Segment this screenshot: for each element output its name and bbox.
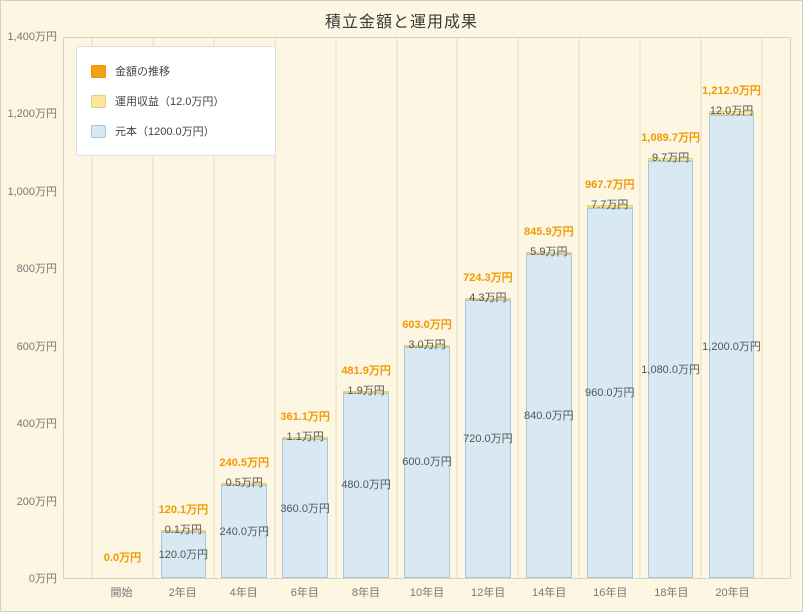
legend-item-label: 運用収益（12.0万円） <box>115 96 225 108</box>
bar-principal-segment <box>343 392 389 578</box>
gridline-vertical <box>517 38 519 578</box>
bar-return-segment <box>404 344 450 347</box>
y-tick-label: 200万円 <box>16 495 57 508</box>
x-tick-label: 16年目 <box>593 587 628 599</box>
x-tick-label: 4年目 <box>229 587 258 599</box>
x-tick-label: 20年目 <box>715 587 750 599</box>
bar-total-label: 845.9万円 <box>524 225 574 238</box>
bar-return-label: 12.0万円 <box>709 104 754 117</box>
x-axis: 開始 2年目 4年目 6年目 8年目 10年目 12年目 14年目 16年目 18年目 20年目 <box>91 584 763 600</box>
bar-principal-label: 360.0万円 <box>280 502 330 515</box>
y-tick-label: 1,400万円 <box>7 31 57 43</box>
bar-return-label: 4.3万円 <box>469 292 507 305</box>
bar-principal-label: 120.0万円 <box>158 548 209 561</box>
bar-return-segment <box>282 437 328 440</box>
plot-inner: 0.0万円 120.1万円 0.1万円 120.0万円 240.5万円 0.5万円 240.… <box>91 38 763 578</box>
bar-total-label: 724.3万円 <box>463 272 513 285</box>
bar-return-label: 9.7万円 <box>651 151 690 164</box>
chart-title: 積立金額と運用成果 <box>324 14 478 31</box>
plot-area: 0.0万円 120.1万円 0.1万円 120.0万円 240.5万円 0.5万円 240.… <box>63 37 791 579</box>
bar-total-label: 967.7万円 <box>584 178 635 191</box>
bar-return-segment <box>647 157 694 162</box>
bar-principal-segment <box>221 485 268 578</box>
bar-principal-label: 1,200.0万円 <box>702 340 761 353</box>
gridline-vertical <box>213 38 215 578</box>
y-axis: 0万円 200万円 400万円 600万円 800万円 1,000万円 1,200万円 1,4… <box>1 31 57 585</box>
bar-return-label: 1.9万円 <box>347 384 385 397</box>
bar-return-segment <box>525 251 572 254</box>
x-tick-label: 開始 <box>110 587 133 599</box>
x-tick-label: 18年目 <box>654 587 689 599</box>
bar-total-label: 1,089.7万円 <box>641 131 700 144</box>
bar-principal-segment <box>586 207 633 578</box>
x-tick-label: 12年目 <box>470 587 506 599</box>
legend-item-label: 元本（1200.0万円） <box>115 126 215 138</box>
bar-principal-label: 720.0万円 <box>463 433 513 446</box>
bar-principal-label: 840.0万円 <box>524 410 574 422</box>
bar-total-label: 0.0万円 <box>103 552 142 564</box>
chart-legend: 金額の推移運用収益（12.0万円） 元本（1200.0万円） <box>76 46 276 156</box>
gridline-vertical <box>274 38 276 578</box>
bar-return-label: 5.9万円 <box>530 245 568 258</box>
gridline-vertical <box>152 38 154 578</box>
y-tick-label: 1,200万円 <box>7 108 57 121</box>
gridline-vertical <box>335 38 337 578</box>
bar-principal-segment <box>525 254 572 578</box>
bar-principal-label: 600.0万円 <box>402 456 452 469</box>
bar-total-label: 603.0万円 <box>402 318 452 331</box>
bar-return-segment <box>586 204 633 208</box>
x-tick-label: 2年目 <box>168 587 197 599</box>
bar-return-segment <box>465 298 511 301</box>
bar-total-label: 240.5万円 <box>219 457 270 470</box>
bar-principal-segment <box>647 161 694 578</box>
gridline-vertical <box>456 38 458 578</box>
legend-swatch-icon <box>91 124 106 138</box>
bar-principal-segment <box>465 300 511 578</box>
legend-item-0[interactable]: 金額の推移 <box>77 56 275 86</box>
gridline-vertical <box>91 38 93 578</box>
bar-return-segment <box>708 110 755 116</box>
bar-return-segment <box>160 529 207 532</box>
bar-principal-label: 960.0万円 <box>584 386 635 399</box>
legend-item-2[interactable]: 元本（1200.0万円） <box>77 116 275 146</box>
bar-principal-segment <box>404 346 450 578</box>
x-tick-label: 14年目 <box>532 587 567 599</box>
bar-return-label: 7.7万円 <box>591 198 629 211</box>
x-tick-label: 8年目 <box>351 587 380 599</box>
gridline-vertical <box>700 38 702 578</box>
x-tick-label: 6年目 <box>290 587 319 599</box>
y-tick-label: 1,000万円 <box>7 185 57 198</box>
bar-principal-segment <box>282 439 328 578</box>
bar-return-label: 1.1万円 <box>286 431 324 444</box>
legend-item-label: 金額の推移 <box>115 66 170 78</box>
bar-principal-label: 240.0万円 <box>219 525 270 538</box>
y-tick-label: 400万円 <box>16 418 57 431</box>
gridline-vertical <box>396 38 398 578</box>
gridline-vertical <box>578 38 580 578</box>
y-tick-label: 0万円 <box>28 573 57 585</box>
legend-swatch-icon <box>91 94 106 108</box>
legend-item-1[interactable]: 運用収益（12.0万円） <box>77 86 275 116</box>
bar-total-label: 361.1万円 <box>280 411 330 424</box>
bar-return-segment <box>343 390 389 393</box>
bar-return-label: 0.5万円 <box>225 477 263 490</box>
bar-principal-label: 1,080.0万円 <box>641 363 700 376</box>
y-tick-label: 600万円 <box>16 340 57 353</box>
x-tick-label: 10年目 <box>409 587 445 599</box>
gridline-vertical <box>761 38 763 578</box>
bar-principal-segment <box>160 531 207 578</box>
bar-return-segment <box>221 483 268 486</box>
bar-total-label: 481.9万円 <box>341 364 391 377</box>
bar-principal-label: 480.0万円 <box>341 479 391 492</box>
legend-swatch-icon <box>91 64 106 78</box>
bar-return-label: 3.0万円 <box>408 338 446 351</box>
gridline-vertical <box>639 38 641 578</box>
bar-total-label: 120.1万円 <box>158 503 209 516</box>
bar-principal-segment <box>708 115 755 578</box>
bar-total-label: 1,212.0万円 <box>702 84 761 97</box>
bar-return-label: 0.1万円 <box>164 523 203 536</box>
y-tick-label: 800万円 <box>16 263 57 276</box>
